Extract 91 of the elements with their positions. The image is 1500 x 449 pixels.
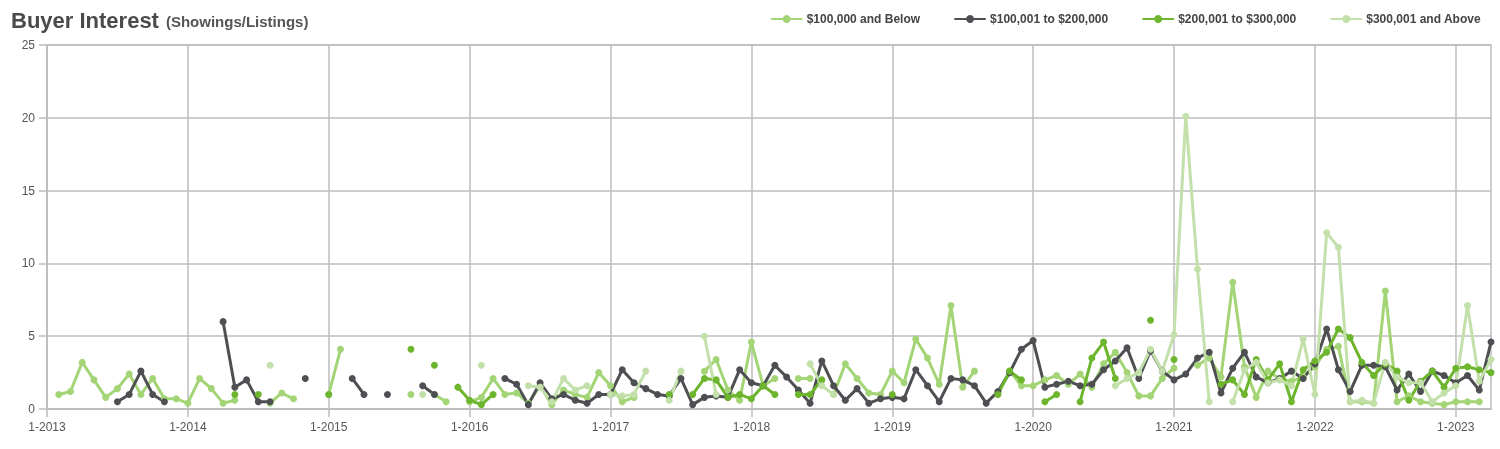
point — [1405, 396, 1413, 404]
x-tick-label: 1-2013 — [28, 420, 66, 434]
y-tick-label: 5 — [28, 329, 36, 344]
point — [1475, 366, 1483, 374]
point — [1299, 366, 1307, 374]
point — [1334, 243, 1342, 251]
point — [231, 390, 239, 398]
point — [806, 360, 814, 368]
point — [1147, 316, 1155, 324]
point — [489, 390, 497, 398]
point — [1334, 325, 1342, 333]
x-tick-label: 1-2021 — [1155, 420, 1194, 434]
point — [1100, 338, 1108, 346]
point — [1311, 390, 1319, 398]
legend-label: $100,000 and Below — [806, 12, 921, 26]
chart-subtitle: (Showings/Listings) — [165, 13, 309, 30]
point — [818, 382, 826, 390]
point — [1370, 372, 1378, 380]
point — [583, 382, 591, 390]
point — [1076, 398, 1084, 406]
x-tick-label: 1-2018 — [732, 420, 771, 434]
point — [1299, 335, 1307, 343]
x-tick-label: 1-2019 — [873, 420, 912, 434]
point — [1405, 379, 1413, 387]
point — [1170, 356, 1178, 363]
point — [700, 332, 708, 340]
point — [254, 390, 262, 398]
x-tick-label: 1-2020 — [1014, 420, 1053, 434]
point — [1194, 265, 1201, 273]
point — [1041, 398, 1049, 406]
y-tick-label: 25 — [21, 38, 36, 52]
point — [1217, 380, 1225, 388]
point — [806, 390, 814, 398]
point — [419, 390, 427, 398]
point — [1287, 382, 1295, 390]
point — [266, 361, 274, 369]
point — [1464, 302, 1472, 310]
point — [747, 395, 755, 403]
point — [794, 390, 802, 398]
point — [1111, 374, 1119, 382]
legend-label: $100,001 to $200,000 — [990, 12, 1109, 26]
y-tick-label: 15 — [21, 183, 36, 198]
point — [1276, 360, 1284, 368]
point — [1053, 390, 1061, 398]
point — [1111, 382, 1119, 390]
x-tick-label: 1-2022 — [1296, 420, 1334, 434]
point — [1346, 334, 1354, 342]
point — [1487, 369, 1495, 377]
y-tick-label: 0 — [28, 402, 36, 416]
legend-label: $300,001 and Above — [1366, 12, 1481, 26]
point — [700, 374, 708, 382]
point — [1135, 369, 1143, 377]
point — [571, 386, 579, 394]
point — [689, 390, 697, 398]
legend-label: $200,001 to $300,000 — [1178, 12, 1297, 26]
y-tick-label: 10 — [21, 256, 36, 271]
point — [1229, 398, 1237, 406]
point — [477, 401, 485, 409]
x-tick-label: 1-2017 — [591, 420, 630, 434]
point — [1323, 229, 1331, 237]
point — [477, 361, 485, 369]
point — [1205, 398, 1213, 406]
point — [1464, 363, 1472, 371]
point — [1123, 374, 1131, 382]
point — [736, 390, 744, 398]
point — [677, 367, 685, 375]
point — [618, 392, 626, 400]
point — [1229, 376, 1237, 384]
point — [430, 361, 438, 369]
point — [1182, 112, 1190, 120]
point — [524, 382, 532, 390]
point — [1170, 331, 1178, 339]
point — [454, 383, 462, 391]
y-tick-label: 20 — [21, 110, 36, 125]
point — [1475, 377, 1483, 385]
point — [771, 390, 779, 398]
x-tick-label: 1-2014 — [169, 420, 207, 434]
point — [665, 396, 673, 404]
point — [642, 367, 650, 375]
point — [1452, 364, 1460, 372]
point — [1017, 376, 1025, 384]
x-tick-label: 1-2023 — [1437, 420, 1475, 434]
x-tick-label: 1-2015 — [310, 420, 348, 434]
point — [1088, 354, 1096, 362]
x-tick-label: 1-2016 — [450, 420, 489, 434]
point — [1487, 356, 1495, 363]
point — [712, 376, 720, 384]
point — [1287, 398, 1295, 406]
chart-title: Buyer Interest — [11, 7, 160, 33]
point — [407, 345, 415, 353]
point — [560, 374, 568, 382]
